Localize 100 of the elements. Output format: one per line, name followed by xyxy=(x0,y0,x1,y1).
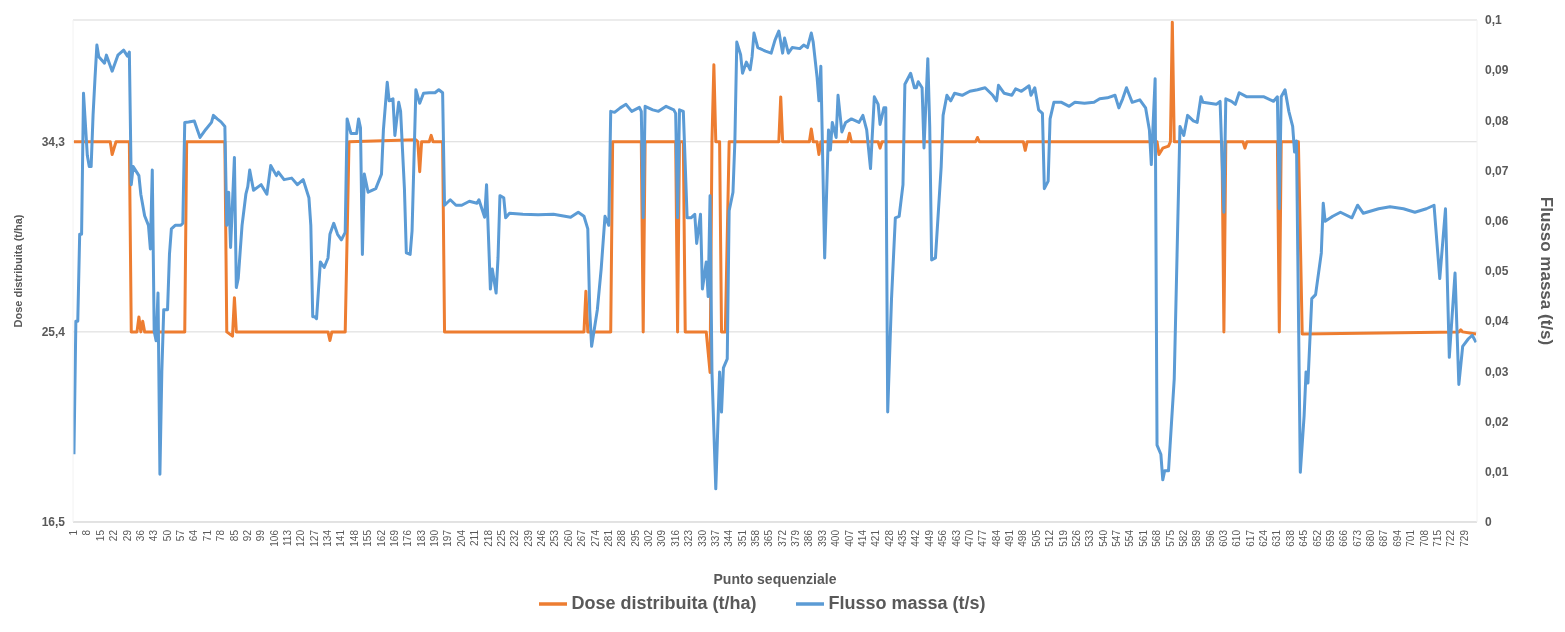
x-tick-label: 442 xyxy=(910,529,922,547)
x-tick-label: 526 xyxy=(1070,529,1082,547)
y2-tick-label: 0,09 xyxy=(1485,63,1509,78)
legend-label: Dose distribuita (t/ha) xyxy=(571,592,757,613)
x-tick-label: 211 xyxy=(469,529,481,546)
x-tick-label: 624 xyxy=(1258,529,1270,547)
y-axis-title: Dose distribuita (t/ha) xyxy=(11,214,24,328)
x-tick-label: 547 xyxy=(1111,529,1123,547)
x-tick-label: 484 xyxy=(990,529,1002,547)
x-tick-label: 701 xyxy=(1405,529,1417,547)
x-tick-label: 85 xyxy=(228,529,240,542)
x-tick-label: 379 xyxy=(790,529,802,547)
x-tick-label: 22 xyxy=(108,529,120,542)
x-tick-label: 15 xyxy=(94,529,106,542)
x-tick-label: 568 xyxy=(1151,529,1163,547)
y2-tick-label: 0,06 xyxy=(1485,214,1509,229)
x-tick-label: 92 xyxy=(241,529,253,542)
y2-axis-title: Flusso massa (t/s) xyxy=(1536,196,1556,346)
x-tick-label: 477 xyxy=(977,529,989,547)
x-tick-label: 253 xyxy=(549,529,561,547)
x-tick-label: 407 xyxy=(843,529,855,547)
x-tick-label: 1 xyxy=(68,529,80,536)
x-tick-label: 57 xyxy=(175,529,187,542)
x-tick-label: 561 xyxy=(1137,529,1149,547)
x-tick-label: 505 xyxy=(1030,529,1042,547)
x-tick-label: 288 xyxy=(616,529,628,547)
x-tick-label: 50 xyxy=(161,529,173,542)
x-tick-label: 225 xyxy=(495,529,507,547)
x-tick-label: 148 xyxy=(348,529,360,547)
y2-tick-label: 0,04 xyxy=(1485,314,1509,329)
x-axis-title: Punto sequenziale xyxy=(713,571,837,587)
x-tick-label: 603 xyxy=(1218,529,1229,547)
x-tick-label: 190 xyxy=(429,529,441,547)
x-tick-label: 673 xyxy=(1351,529,1363,547)
x-tick-label: 414 xyxy=(856,529,868,547)
x-tick-label: 316 xyxy=(669,529,681,547)
x-tick-label: 176 xyxy=(402,529,414,547)
x-tick-label: 638 xyxy=(1284,529,1296,547)
x-tick-label: 554 xyxy=(1124,529,1136,547)
x-tick-label: 645 xyxy=(1298,529,1310,547)
y2-tick-label: 0,07 xyxy=(1485,163,1509,178)
x-tick-label: 302 xyxy=(643,529,655,547)
x-tick-label: 351 xyxy=(736,529,748,547)
x-tick-label: 120 xyxy=(295,529,307,547)
x-tick-label: 295 xyxy=(629,529,641,547)
x-tick-label: 652 xyxy=(1311,529,1323,547)
x-tick-label: 631 xyxy=(1271,529,1283,547)
x-tick-label: 204 xyxy=(455,529,467,547)
x-tick-label: 169 xyxy=(388,529,400,547)
x-tick-label: 400 xyxy=(830,529,842,547)
x-tick-label: 323 xyxy=(683,529,695,547)
x-tick-label: 267 xyxy=(576,529,588,547)
x-tick-label: 582 xyxy=(1177,529,1189,547)
y2-tick-label: 0,03 xyxy=(1485,364,1509,379)
x-tick-label: 127 xyxy=(308,529,320,547)
x-tick-label: 491 xyxy=(1004,529,1016,547)
x-tick-label: 610 xyxy=(1231,529,1243,547)
x-tick-label: 715 xyxy=(1431,529,1443,547)
x-tick-label: 260 xyxy=(562,529,574,547)
x-tick-label: 64 xyxy=(188,529,200,542)
x-tick-label: 680 xyxy=(1365,529,1377,547)
y2-tick-label: 0,1 xyxy=(1485,13,1503,28)
y2-tick-label: 0,02 xyxy=(1485,414,1509,429)
y-tick-label: 16,5 xyxy=(41,515,66,530)
x-tick-label: 358 xyxy=(750,529,761,547)
x-tick-label: 274 xyxy=(589,529,601,547)
x-tick-label: 393 xyxy=(816,529,828,547)
x-tick-label: 337 xyxy=(709,529,721,547)
x-tick-label: 533 xyxy=(1084,529,1096,547)
y2-tick-label: 0,05 xyxy=(1485,264,1509,279)
x-tick-label: 155 xyxy=(362,529,374,547)
x-tick-label: 729 xyxy=(1458,529,1470,547)
x-tick-label: 141 xyxy=(335,529,347,547)
x-tick-label: 519 xyxy=(1057,529,1069,547)
x-tick-label: 456 xyxy=(937,529,949,547)
x-tick-label: 183 xyxy=(415,529,427,547)
y2-tick-label: 0,01 xyxy=(1485,465,1509,480)
x-tick-label: 239 xyxy=(522,529,534,547)
x-tick-label: 463 xyxy=(950,529,962,547)
x-tick-label: 687 xyxy=(1378,529,1390,547)
x-tick-label: 365 xyxy=(763,529,775,547)
x-tick-label: 197 xyxy=(442,529,454,547)
y-tick-label: 25,4 xyxy=(41,325,66,340)
x-tick-label: 372 xyxy=(776,529,788,547)
x-tick-label: 344 xyxy=(723,529,735,547)
x-tick-label: 589 xyxy=(1191,529,1203,547)
x-tick-label: 617 xyxy=(1244,529,1256,547)
x-tick-label: 596 xyxy=(1204,529,1216,547)
x-tick-label: 540 xyxy=(1097,529,1109,547)
x-tick-label: 71 xyxy=(201,529,213,542)
x-tick-label: 708 xyxy=(1418,529,1430,547)
legend-label: Flusso massa (t/s) xyxy=(828,592,986,613)
x-tick-label: 309 xyxy=(656,529,668,547)
x-tick-label: 722 xyxy=(1445,529,1457,547)
x-tick-label: 232 xyxy=(509,529,521,547)
x-tick-label: 36 xyxy=(134,529,146,542)
x-tick-label: 281 xyxy=(602,529,614,547)
y-tick-label: 34,3 xyxy=(41,135,66,150)
y2-tick-label: 0,08 xyxy=(1485,113,1509,128)
x-tick-label: 575 xyxy=(1164,529,1176,547)
